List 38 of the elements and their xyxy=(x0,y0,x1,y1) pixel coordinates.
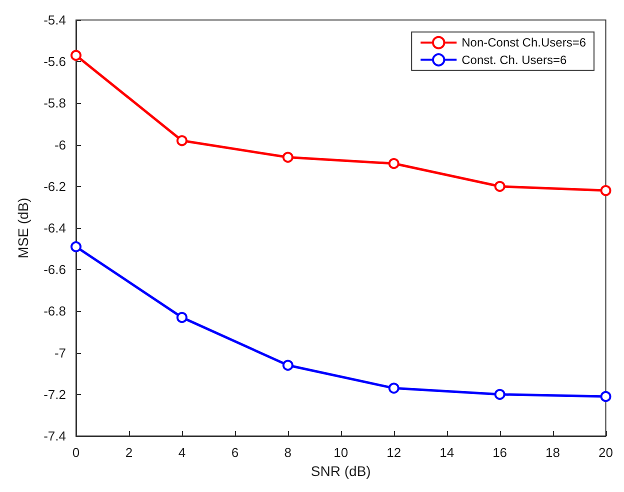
x-tick-label: 2 xyxy=(125,445,133,460)
legend-label: Non-Const Ch.Users=6 xyxy=(462,36,586,50)
point xyxy=(70,50,82,61)
x-tick-label: 10 xyxy=(334,445,348,460)
x-tick-label: 0 xyxy=(72,445,80,460)
point xyxy=(494,180,506,192)
x-tick-label: 4 xyxy=(178,445,186,460)
y-tick-label: -7.2 xyxy=(44,386,66,402)
x-tick-label: 6 xyxy=(231,445,239,460)
y-tick-label: -5.4 xyxy=(44,12,66,28)
point xyxy=(282,360,294,371)
point xyxy=(388,382,400,394)
x-tick-label: 12 xyxy=(386,445,402,460)
y-tick-label: -6.2 xyxy=(44,178,66,194)
y-tick-label: -6.8 xyxy=(44,304,66,319)
point xyxy=(600,390,612,402)
point xyxy=(494,388,506,400)
y-tick-label: -7 xyxy=(54,345,66,360)
x-tick-label: 20 xyxy=(598,445,614,460)
y-tick-label: -7.4 xyxy=(44,428,66,444)
x-axis-title: SNR (dB) xyxy=(310,462,371,479)
x-tick-label: 16 xyxy=(492,445,508,460)
point xyxy=(70,241,82,252)
x-tick-label: 8 xyxy=(284,445,292,460)
y-tick-label: -6.4 xyxy=(44,220,66,236)
legend-label: Const. Ch. Users=6 xyxy=(462,52,567,67)
x-tick-label: 14 xyxy=(440,445,454,460)
point xyxy=(388,158,400,170)
point xyxy=(282,152,294,163)
point xyxy=(600,185,612,196)
y-tick-label: -5.6 xyxy=(44,54,66,70)
y-tick-label: -6 xyxy=(54,137,66,152)
y-axis-title: MSE (dB) xyxy=(15,198,31,258)
point xyxy=(176,135,188,146)
y-tick-label: -6.6 xyxy=(44,262,66,278)
x-tick-label: 18 xyxy=(546,445,560,460)
point xyxy=(176,312,188,323)
y-tick-label: -5.8 xyxy=(44,96,66,111)
